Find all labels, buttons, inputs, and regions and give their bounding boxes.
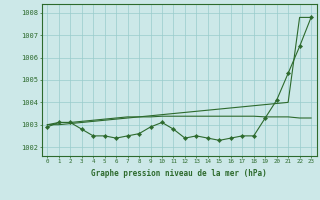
X-axis label: Graphe pression niveau de la mer (hPa): Graphe pression niveau de la mer (hPa) (91, 169, 267, 178)
